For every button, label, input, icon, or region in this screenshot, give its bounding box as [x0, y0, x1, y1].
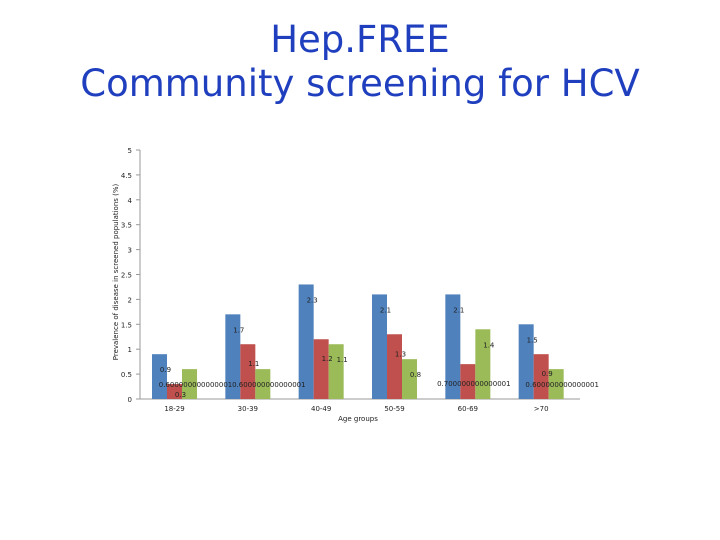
bar: [402, 359, 417, 399]
bar: [255, 369, 271, 399]
title-line-2: Community screening for HCV: [80, 62, 640, 105]
x-tick-label: 60-69: [458, 405, 478, 413]
bar: [182, 369, 197, 399]
data-label: 1.5: [527, 336, 538, 344]
y-axis-title: Prevalence of disease in screened popula…: [112, 183, 120, 360]
data-label: 1.1: [248, 360, 259, 368]
bar: [152, 354, 167, 399]
data-label: 0.9: [160, 366, 171, 374]
bar: [533, 354, 549, 399]
y-tick-label: 1.5: [121, 321, 132, 329]
y-tick-label: 2.5: [121, 272, 132, 280]
x-tick-label: >70: [534, 405, 549, 413]
bar: [445, 294, 461, 399]
bar: [328, 344, 344, 399]
data-label: 1.4: [483, 341, 495, 349]
x-tick-label: 30-39: [238, 405, 258, 413]
data-label: 1.2: [322, 355, 333, 363]
y-tick-label: 2: [128, 296, 132, 304]
y-tick-label: 4: [128, 197, 133, 205]
data-label: 1.7: [233, 326, 244, 334]
title-line-1: Hep.FREE: [270, 18, 450, 61]
y-tick-label: 1: [128, 346, 132, 354]
data-label: 2.1: [380, 306, 391, 314]
y-tick-label: 5: [128, 147, 132, 155]
bar: [372, 294, 387, 399]
bar: [460, 364, 476, 399]
bar: [225, 314, 241, 399]
x-tick-label: 18-29: [164, 405, 184, 413]
x-tick-label: 50-59: [384, 405, 404, 413]
data-label: 0.600000000000001: [159, 381, 232, 389]
data-label: 1.1: [337, 356, 348, 364]
y-tick-label: 4.5: [121, 172, 132, 180]
data-label: 0.600000000000001: [525, 381, 598, 389]
x-tick-label: 40-49: [311, 405, 331, 413]
data-label: 2.1: [453, 306, 464, 314]
data-label: 1.3: [395, 350, 406, 358]
bar: [387, 334, 402, 399]
bar: [548, 369, 564, 399]
x-axis-title: Age groups: [338, 415, 378, 423]
bar: [475, 329, 491, 399]
y-tick-label: 0.5: [121, 371, 132, 379]
y-tick-label: 3: [128, 247, 132, 255]
y-tick-label: 0: [128, 396, 132, 404]
data-label: 0.9: [542, 370, 553, 378]
bar: [298, 284, 314, 399]
y-tick-label: 3.5: [121, 222, 132, 230]
bar: [167, 384, 182, 399]
bar: [313, 339, 329, 399]
bar: [518, 324, 534, 399]
data-label: 0.8: [410, 371, 421, 379]
data-label: 0.3: [175, 391, 186, 399]
bar: [240, 344, 256, 399]
slide-title: Hep.FREE Community screening for HCV: [0, 18, 720, 106]
data-label: 0.600000000000001: [232, 381, 305, 389]
data-label: 2.3: [307, 296, 318, 304]
data-label: 0.700000000000001: [437, 380, 510, 388]
